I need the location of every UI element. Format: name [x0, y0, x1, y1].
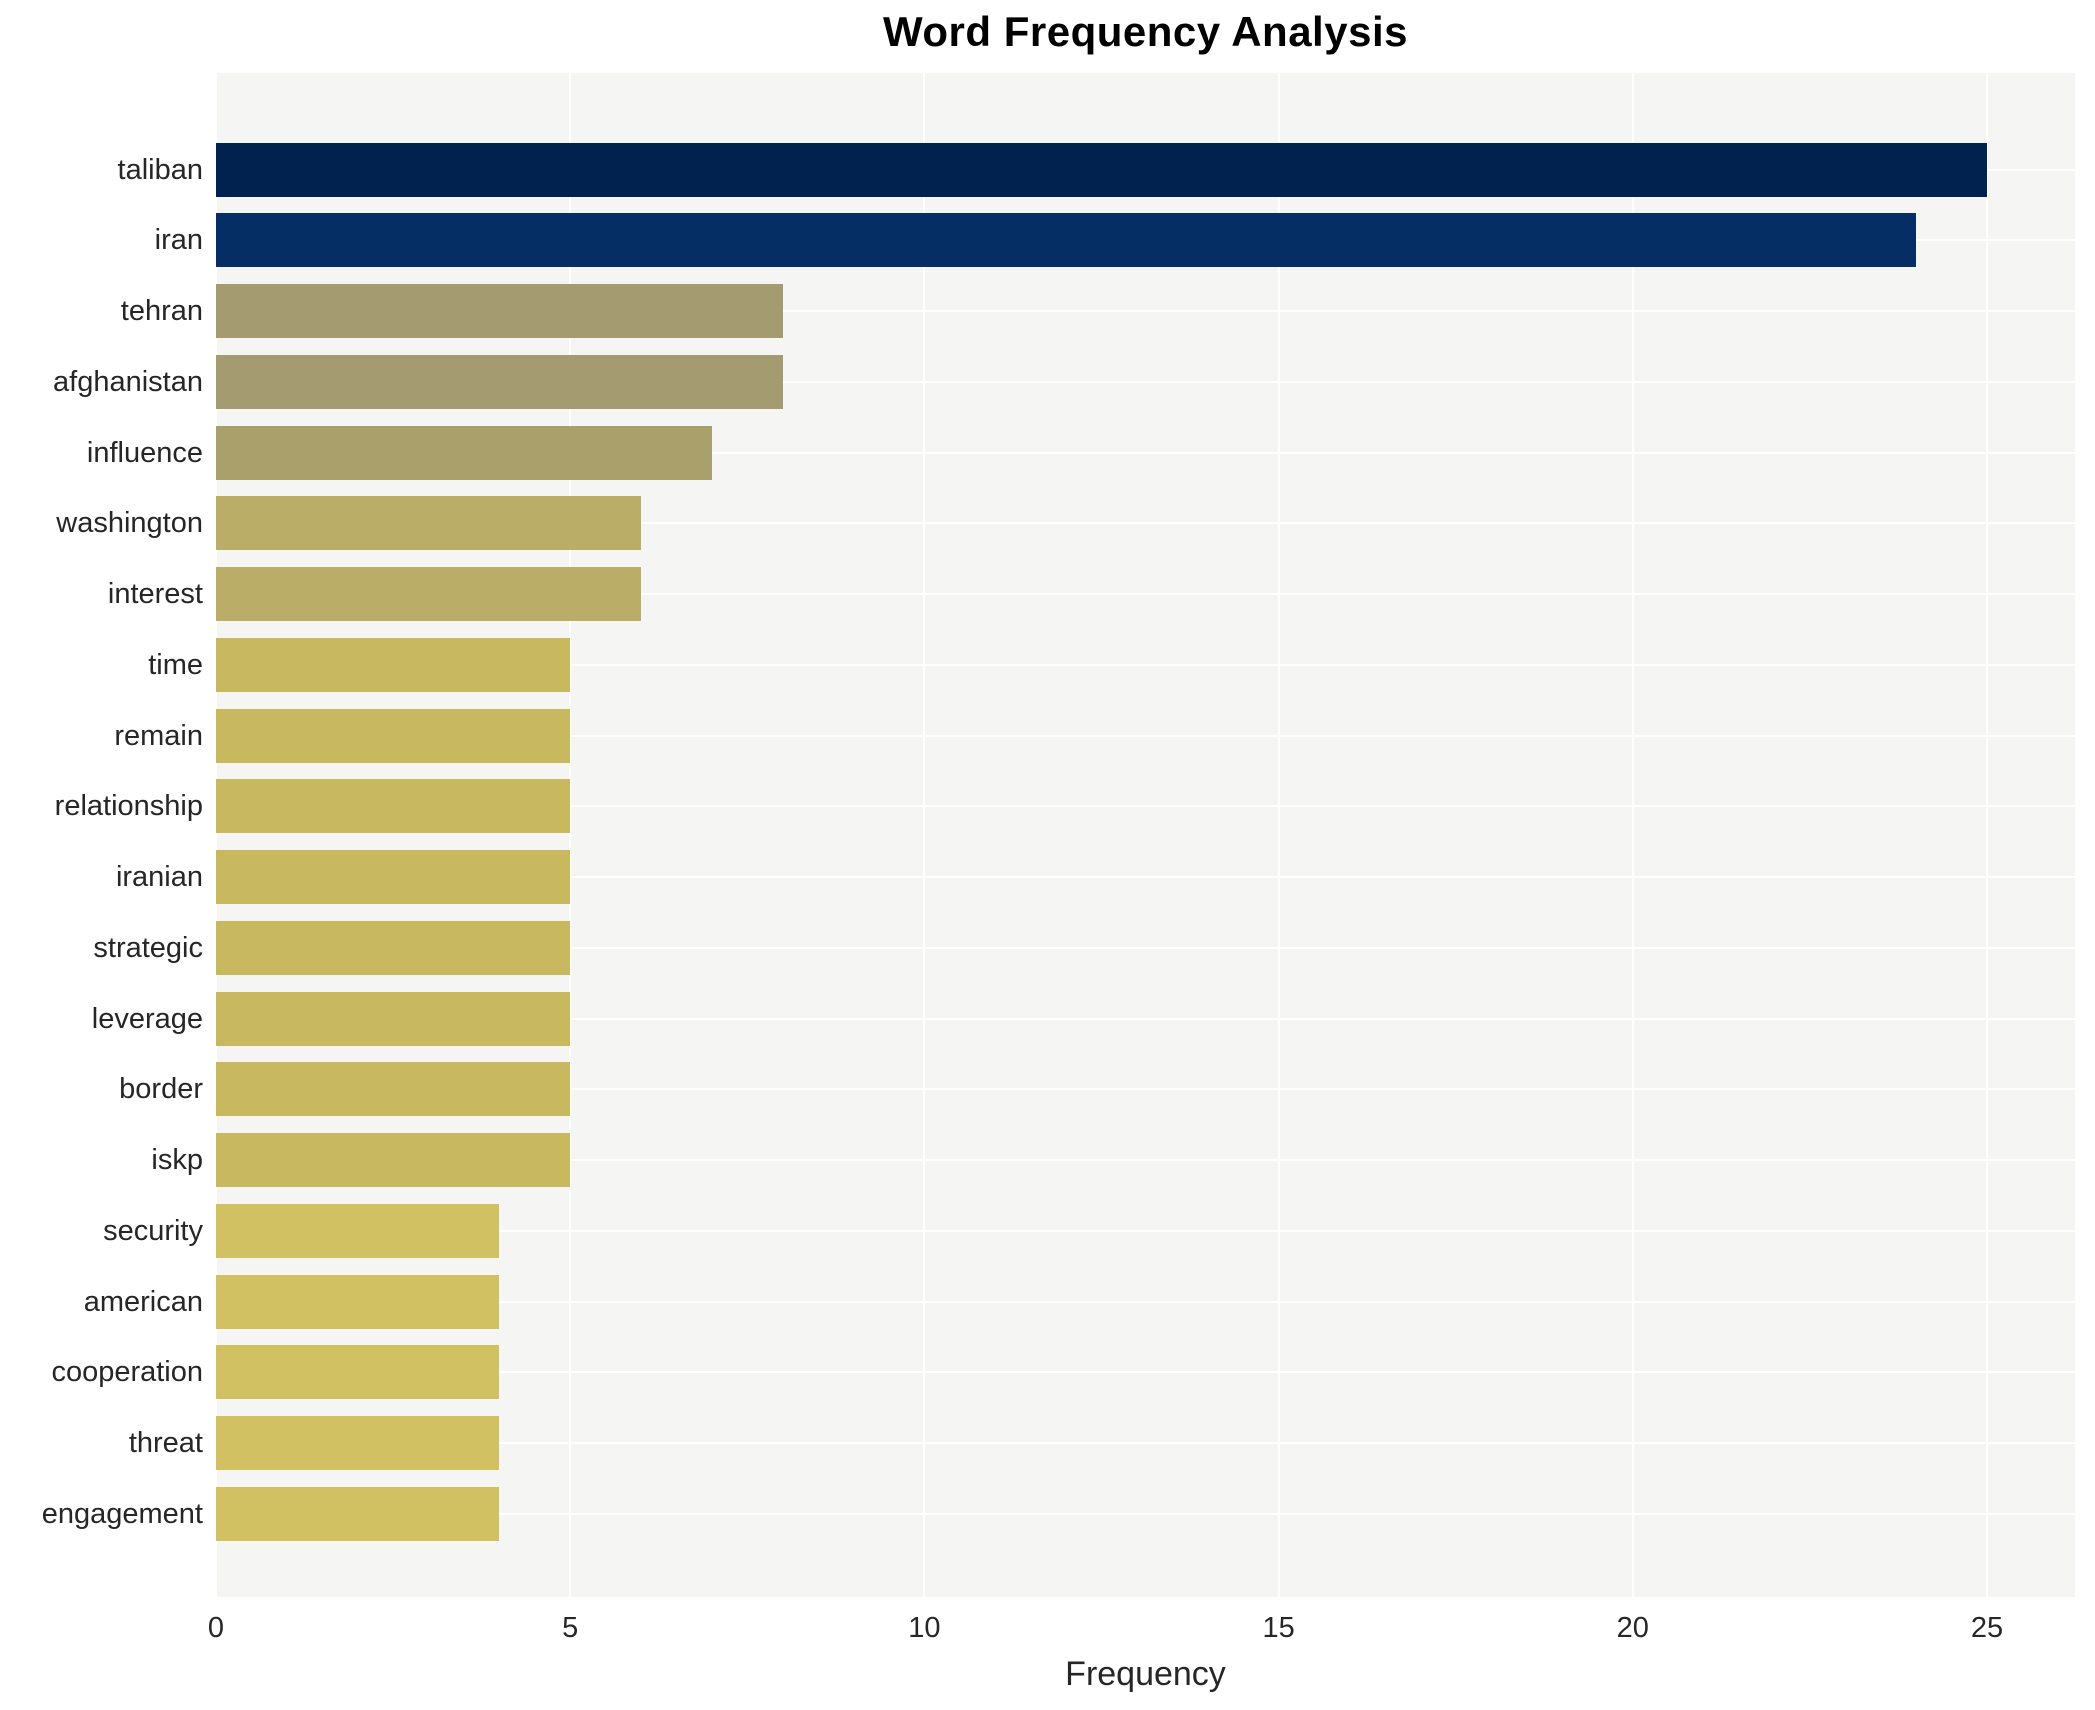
- y-gridline-interest: [216, 593, 2075, 596]
- y-label-security: security: [103, 1214, 203, 1247]
- y-gridline-cooperation: [216, 1371, 2075, 1374]
- y-gridline-leverage: [216, 1017, 2075, 1020]
- y-label-leverage: leverage: [91, 1002, 203, 1035]
- y-label-interest: interest: [107, 578, 203, 611]
- x-gridline-0: [215, 73, 217, 1597]
- y-label-tehran: tehran: [120, 295, 203, 328]
- y-gridline-afghanistan: [216, 380, 2075, 383]
- y-label-remain: remain: [114, 719, 203, 752]
- y-label-iskp: iskp: [151, 1144, 203, 1177]
- bar-american: [216, 1274, 500, 1329]
- y-label-relationship: relationship: [54, 790, 203, 823]
- x-tick-label-0: 0: [207, 1612, 225, 1644]
- y-label-cooperation: cooperation: [51, 1356, 203, 1389]
- x-gridline-5: [569, 73, 572, 1597]
- bar-tehran: [216, 284, 783, 339]
- x-tick-label-5: 5: [562, 1612, 579, 1644]
- bar-iran: [216, 213, 1917, 268]
- x-gridline-20: [1631, 73, 1634, 1597]
- bar-washington: [216, 496, 642, 551]
- y-label-iran: iran: [154, 224, 203, 257]
- x-tick-label-25: 25: [1970, 1612, 2004, 1644]
- y-label-engagement: engagement: [41, 1497, 203, 1530]
- bar-leverage: [216, 991, 571, 1046]
- x-tick-label-10: 10: [908, 1612, 941, 1644]
- x-gridline-15: [1277, 73, 1280, 1597]
- bar-security: [216, 1203, 500, 1258]
- y-gridline-influence: [216, 451, 2075, 454]
- y-gridline-engagement: [216, 1512, 2075, 1515]
- x-axis-title: Frequency: [1065, 1655, 1226, 1693]
- y-gridline-threat: [216, 1442, 2075, 1445]
- bar-afghanistan: [216, 354, 783, 409]
- x-tick-label-15: 15: [1262, 1612, 1295, 1644]
- bar-influence: [216, 425, 712, 480]
- y-gridline-remain: [216, 734, 2075, 737]
- bar-taliban: [216, 142, 1987, 197]
- y-label-taliban: taliban: [117, 153, 203, 186]
- bar-time: [216, 637, 571, 692]
- y-label-afghanistan: afghanistan: [53, 365, 203, 398]
- bar-remain: [216, 708, 571, 763]
- y-label-threat: threat: [128, 1427, 203, 1460]
- y-gridline-strategic: [216, 946, 2075, 949]
- bar-iskp: [216, 1133, 571, 1188]
- bar-cooperation: [216, 1345, 500, 1400]
- y-label-border: border: [119, 1073, 203, 1106]
- y-gridline-security: [216, 1229, 2075, 1232]
- bar-iranian: [216, 850, 571, 905]
- y-gridline-border: [216, 1088, 2075, 1091]
- y-label-iranian: iranian: [115, 861, 203, 894]
- y-gridline-iskp: [216, 1159, 2075, 1162]
- bar-relationship: [216, 779, 571, 834]
- y-gridline-american: [216, 1300, 2075, 1303]
- bar-engagement: [216, 1486, 500, 1541]
- y-label-american: american: [83, 1285, 203, 1318]
- bar-threat: [216, 1416, 500, 1471]
- x-gridline-10: [923, 73, 926, 1597]
- bar-interest: [216, 567, 642, 622]
- x-tick-label-20: 20: [1616, 1612, 1649, 1644]
- y-label-washington: washington: [56, 507, 203, 540]
- x-gridline-25: [1986, 73, 1988, 1597]
- bar-strategic: [216, 920, 571, 975]
- y-gridline-iranian: [216, 876, 2075, 879]
- y-gridline-relationship: [216, 805, 2075, 808]
- y-label-influence: influence: [86, 436, 203, 469]
- bar-border: [216, 1062, 571, 1117]
- y-label-time: time: [148, 648, 203, 681]
- chart-title: Word Frequency Analysis: [883, 8, 1408, 55]
- y-gridline-washington: [216, 522, 2075, 525]
- plot-area: [215, 73, 2075, 1597]
- y-label-strategic: strategic: [93, 931, 203, 964]
- y-gridline-time: [216, 663, 2075, 666]
- y-gridline-tehran: [216, 310, 2075, 313]
